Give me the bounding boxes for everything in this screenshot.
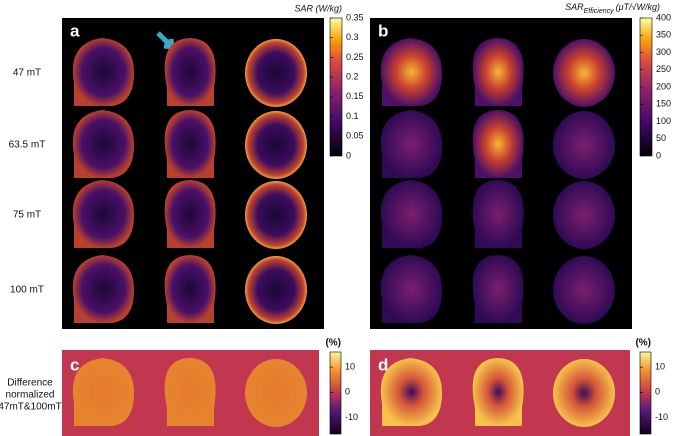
coronal-slice [472, 255, 524, 323]
axial-slice [553, 111, 615, 179]
title-sub: Efficiency [584, 8, 614, 15]
difference-label: Difference [7, 378, 53, 389]
axial-slice [553, 39, 615, 107]
panel-letter: a [70, 21, 80, 40]
colorbar-tick-label: 350 [656, 30, 671, 40]
coronal-slice [164, 38, 216, 106]
sagittal-slice [72, 38, 134, 106]
sagittal-slice [380, 110, 442, 178]
colorbar-title: (%) [325, 338, 341, 349]
axial-slice [245, 256, 307, 324]
colorbar-tick-label: 0 [346, 150, 351, 160]
axial-slice [553, 256, 615, 324]
difference-label: normalized [6, 390, 55, 401]
coronal-slice [472, 358, 524, 426]
colorbar-title: (%) [635, 338, 651, 349]
coronal-slice [164, 110, 216, 178]
axial-slice [245, 359, 307, 427]
colorbar-tick-label: 10 [655, 362, 665, 372]
sagittal-slice [72, 358, 134, 426]
colorbar-tick-label: 0 [656, 150, 661, 160]
axial-slice [245, 111, 307, 179]
sagittal-slice [72, 180, 134, 248]
colorbar-tick-label: 0.25 [346, 52, 364, 62]
colorbar-tick-label: 50 [656, 133, 666, 143]
coronal-slice [472, 180, 524, 248]
title-base: SAR [565, 2, 584, 12]
difference-label: 47mT&100mT [0, 402, 62, 413]
colorbar-tick-label: 0.05 [346, 131, 364, 141]
row-label: 63.5 mT [9, 140, 46, 151]
axial-slice [553, 181, 615, 249]
colorbar-tick-label: 250 [656, 64, 671, 74]
colorbar [329, 351, 342, 435]
coronal-slice [472, 110, 524, 178]
colorbar-title: SAREfficiency (μT/√W/kg) [565, 2, 660, 14]
sagittal-slice [72, 255, 134, 323]
colorbar-tick-label: 0.35 [346, 12, 364, 22]
row-label: 75 mT [13, 210, 41, 221]
colorbar-tick-label: -10 [345, 412, 358, 422]
colorbar-tick-label: 10 [345, 362, 355, 372]
sagittal-slice [380, 358, 442, 426]
title-unit: (μT/√W/kg) [616, 2, 660, 12]
panel-letter: b [378, 21, 388, 40]
sagittal-slice [380, 38, 442, 106]
colorbar-tick-label: -10 [655, 412, 668, 422]
panel-letter: d [378, 355, 388, 374]
panel-letter: c [70, 355, 79, 374]
colorbar-tick-label: 0.15 [346, 91, 364, 101]
coronal-slice [164, 255, 216, 323]
colorbar-tick-label: 0.2 [346, 72, 359, 82]
sagittal-slice [72, 110, 134, 178]
colorbar-title: SAR (W/kg) [294, 3, 342, 13]
colorbar-tick-label: 0 [655, 387, 660, 397]
coronal-slice [472, 38, 524, 106]
colorbar-tick-label: 0.3 [346, 32, 359, 42]
sagittal-slice [380, 180, 442, 248]
axial-slice [553, 359, 615, 427]
colorbar-tick-label: 150 [656, 99, 671, 109]
colorbar-tick-label: 0 [345, 387, 350, 397]
colorbar [639, 351, 652, 435]
coronal-slice [164, 180, 216, 248]
colorbar-tick-label: 0.1 [346, 111, 359, 121]
axial-slice [245, 39, 307, 107]
sagittal-slice [380, 255, 442, 323]
colorbar [329, 17, 343, 157]
colorbar-tick-label: 100 [656, 116, 671, 126]
colorbar-tick-label: 400 [656, 12, 671, 22]
row-label: 47 mT [13, 68, 41, 79]
colorbar-tick-label: 300 [656, 47, 671, 57]
coronal-slice [164, 358, 216, 426]
row-label: 100 mT [10, 285, 44, 296]
axial-slice [245, 181, 307, 249]
colorbar-tick-label: 200 [656, 81, 671, 91]
